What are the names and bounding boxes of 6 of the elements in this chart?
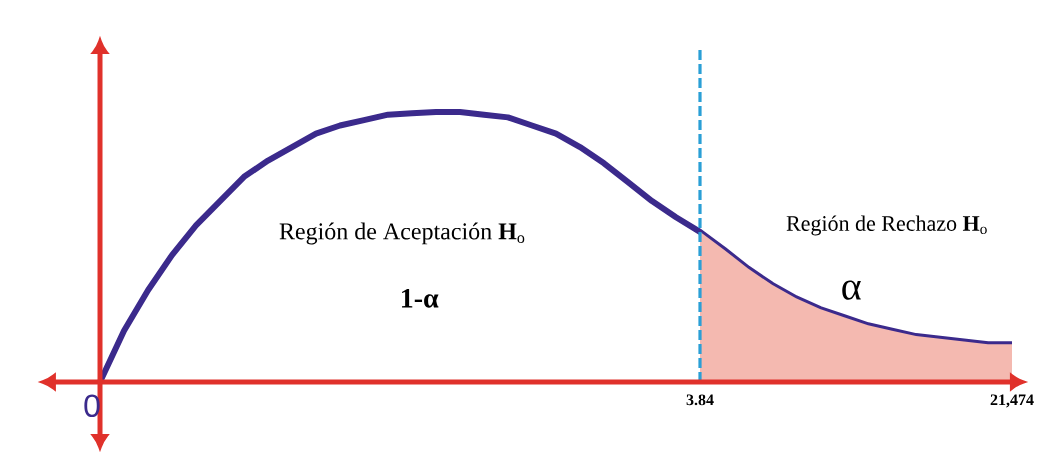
x-tick-label: 21,474 <box>990 394 1034 408</box>
x-tick-label: 3.84 <box>686 394 714 406</box>
annotation: Región de Aceptación H$_{o}$ <box>279 222 525 245</box>
annotation: Región de Rechazo H$_{o}$ <box>786 215 987 236</box>
annotation: 1-α <box>401 288 439 308</box>
annotation: α <box>842 280 861 300</box>
